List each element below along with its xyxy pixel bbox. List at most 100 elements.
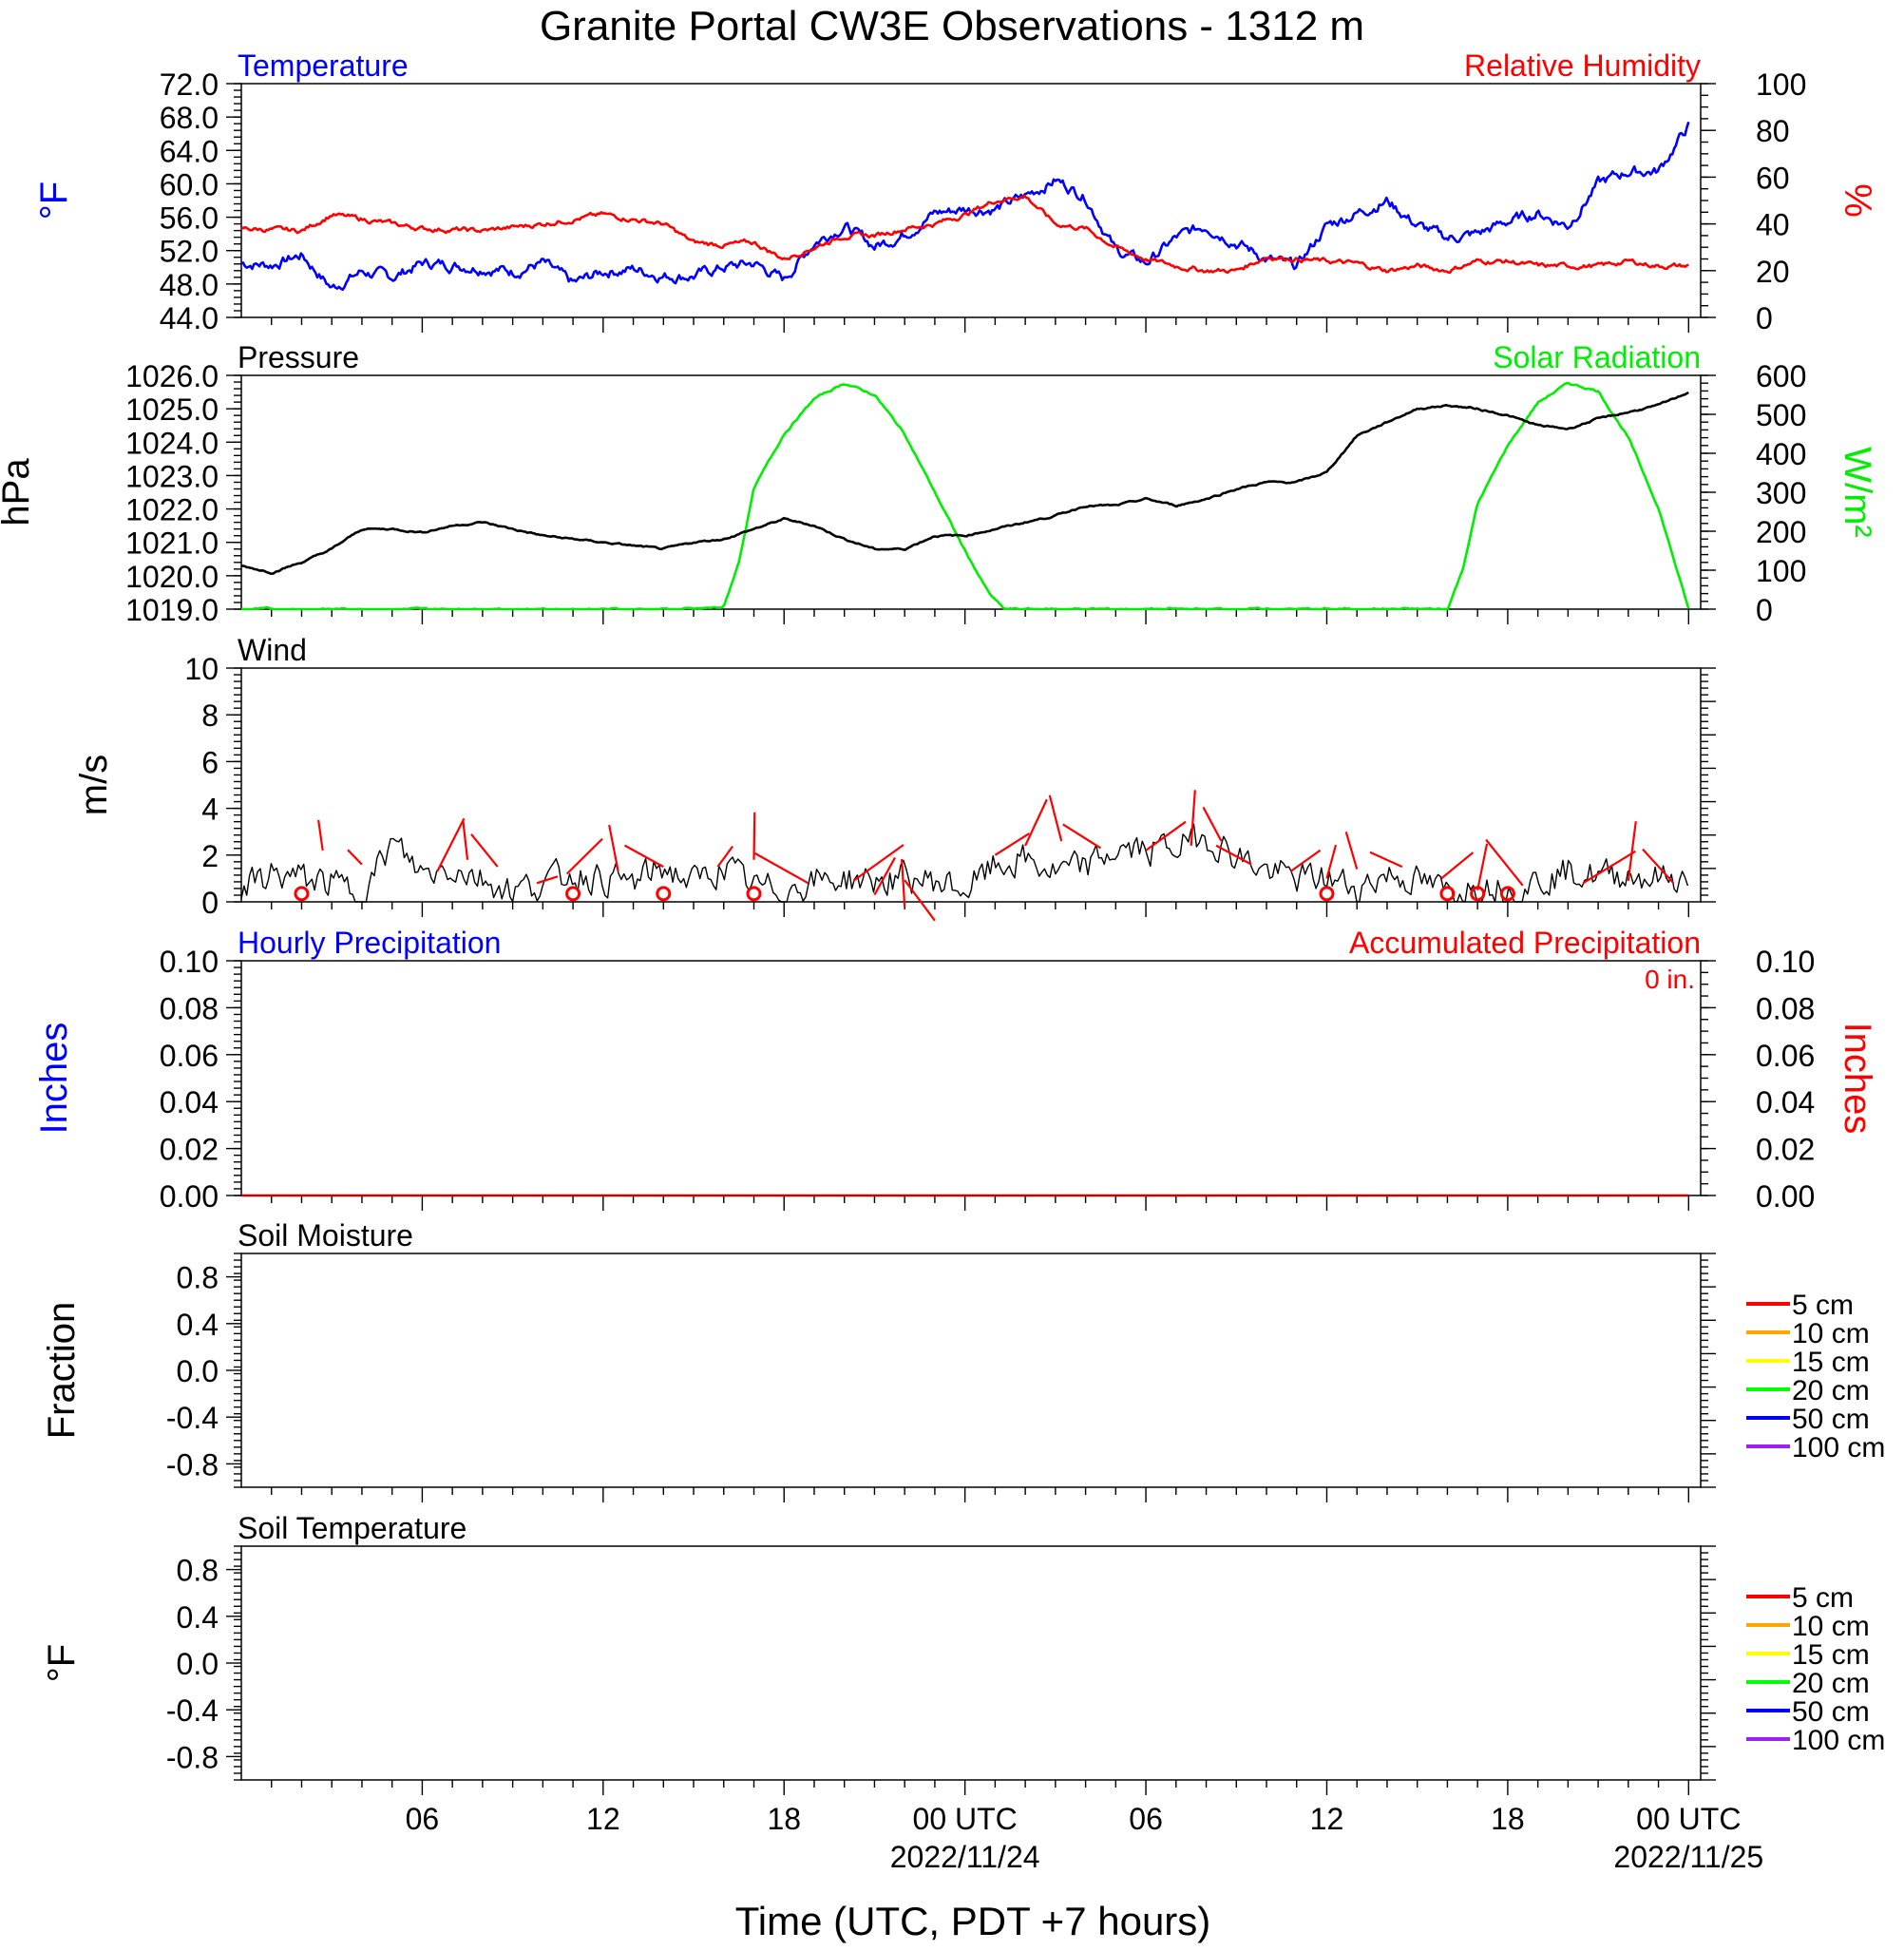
y-tick-label-temp: 56.0 (160, 201, 219, 236)
wind-direction-barb (753, 851, 809, 885)
y-axis-title-soil_moist: Fraction (41, 1302, 83, 1440)
y-tick-label-soil_temp: 0.4 (177, 1600, 219, 1635)
y2-tick-label-temp: 60 (1756, 161, 1790, 195)
panel-frame-wind (240, 667, 1702, 903)
y2-tick-label-temp: 80 (1756, 114, 1790, 148)
y-axis-title-soil_temp: °F (41, 1644, 83, 1682)
wind-direction-barb (347, 849, 363, 866)
legend-label-soil_moist: 10 cm (1792, 1318, 1870, 1349)
wind-direction-barb (1440, 851, 1475, 880)
wind-direction-barb (536, 875, 559, 885)
y2-tick-label-pressure: 0 (1756, 593, 1773, 627)
wind-direction-barb (994, 832, 1030, 856)
y-tick-label-soil_moist: -0.8 (166, 1447, 219, 1482)
panel-label-right-pressure: Solar Radiation (1493, 340, 1701, 374)
panel-label-temp: Temperature (238, 48, 409, 83)
wind-direction-barb (1190, 790, 1196, 847)
y2-tick-label-pressure: 400 (1756, 437, 1806, 471)
legend-label-soil_moist: 15 cm (1792, 1347, 1870, 1378)
wind-direction-barb (1325, 844, 1338, 879)
accum-precip-total: 0 in. (1645, 965, 1695, 994)
panel-label-soil_moist: Soil Moisture (238, 1218, 413, 1253)
wind-direction-barb (608, 824, 619, 872)
y-tick-label-soil_temp: 0.8 (177, 1554, 219, 1588)
y2-tick-label-temp: 40 (1756, 208, 1790, 242)
wind-direction-barb (1215, 844, 1252, 866)
x-axis-title: Time (UTC, PDT +7 hours) (735, 1899, 1211, 1943)
wind-direction-barb (901, 858, 906, 907)
wind-direction-barb (623, 844, 664, 869)
y-tick-label-precip: 0.02 (160, 1133, 219, 1167)
wind-direction-barb (1485, 838, 1524, 887)
legend-label-soil_moist: 20 cm (1792, 1375, 1870, 1406)
y-tick-label-temp: 52.0 (160, 235, 219, 269)
wind-direction-barb (317, 819, 324, 851)
wind-direction-barb (852, 844, 904, 882)
wind-direction-barb (1062, 823, 1102, 850)
x-tick-label: 06 (406, 1802, 440, 1836)
panel-label-right-temp: Relative Humidity (1464, 48, 1701, 83)
legend-label-soil_temp: 50 cm (1792, 1696, 1870, 1728)
wind-direction-barb (716, 846, 733, 868)
y-tick-label-pressure: 1019.0 (125, 593, 219, 627)
x-tick-label: 18 (1491, 1802, 1525, 1836)
y2-axis-title-precip: Inches (1837, 1023, 1878, 1135)
wind-direction-barb (470, 833, 499, 868)
calm-wind-circle (565, 886, 581, 902)
y2-axis-title-temp: % (1837, 183, 1878, 218)
wind-direction-barb (1344, 831, 1359, 870)
legend-label-soil_temp: 20 cm (1792, 1668, 1870, 1699)
y2-tick-label-pressure: 200 (1756, 515, 1806, 549)
y-tick-label-precip: 0.10 (160, 945, 219, 979)
wind-direction-barb (1369, 851, 1403, 869)
wind-speed-line (240, 823, 1689, 903)
y-tick-label-temp: 68.0 (160, 101, 219, 135)
y-tick-label-soil_moist: -0.4 (166, 1401, 219, 1435)
y2-tick-label-pressure: 500 (1756, 398, 1806, 432)
panel-frame-precip (240, 960, 1702, 1196)
y-tick-label-wind: 10 (184, 652, 219, 686)
wind-direction-barb (1642, 848, 1675, 885)
y-tick-label-soil_temp: 0.0 (177, 1647, 219, 1681)
y2-axis-title-pressure: W/m² (1837, 447, 1878, 538)
y-axis-title-temp: °F (33, 182, 75, 220)
panel-frame-soil_temp (240, 1545, 1702, 1781)
x-tick-label: 06 (1129, 1802, 1163, 1836)
panel-label-precip: Hourly Precipitation (238, 926, 501, 960)
y-tick-label-soil_temp: -0.8 (166, 1740, 219, 1774)
wind-direction-barb (1627, 821, 1637, 881)
y-tick-label-pressure: 1022.0 (125, 493, 219, 527)
panel-label-wind: Wind (238, 633, 307, 667)
y-tick-label-soil_moist: 0.0 (177, 1354, 219, 1388)
wind-direction-barb (873, 856, 896, 896)
y-tick-label-precip: 0.08 (160, 991, 219, 1025)
x-tick-label: 12 (1310, 1802, 1344, 1836)
calm-wind-circle (656, 886, 672, 902)
wind-direction-barb (752, 812, 756, 860)
y-tick-label-soil_moist: 0.4 (177, 1308, 219, 1342)
legend-label-soil_moist: 50 cm (1792, 1404, 1870, 1435)
y-tick-label-soil_temp: -0.4 (166, 1693, 219, 1728)
y-tick-label-soil_moist: 0.8 (177, 1261, 219, 1295)
y2-tick-label-precip: 0.10 (1756, 945, 1815, 979)
y2-tick-label-precip: 0.02 (1756, 1133, 1815, 1167)
panel-label-soil_temp: Soil Temperature (238, 1511, 466, 1545)
wind-direction-barb (1202, 806, 1223, 842)
y-tick-label-pressure: 1023.0 (125, 459, 219, 493)
y-tick-label-precip: 0.06 (160, 1039, 219, 1073)
calm-wind-circle (294, 886, 310, 902)
y-tick-label-wind: 2 (201, 839, 219, 873)
panel-label-pressure: Pressure (238, 340, 359, 374)
pressure-line (240, 391, 1689, 575)
wind-direction-barb (1476, 843, 1489, 890)
y2-tick-label-precip: 0.08 (1756, 991, 1815, 1025)
legend-label-soil_temp: 100 cm (1792, 1725, 1885, 1756)
wind-direction-barb (1048, 794, 1063, 842)
wind-direction-barb (1024, 798, 1048, 847)
y2-tick-label-pressure: 100 (1756, 554, 1806, 588)
y-tick-label-pressure: 1025.0 (125, 392, 219, 427)
x-tick-label: 18 (767, 1802, 801, 1836)
calm-wind-circle (1470, 886, 1486, 902)
y-tick-label-pressure: 1021.0 (125, 526, 219, 561)
